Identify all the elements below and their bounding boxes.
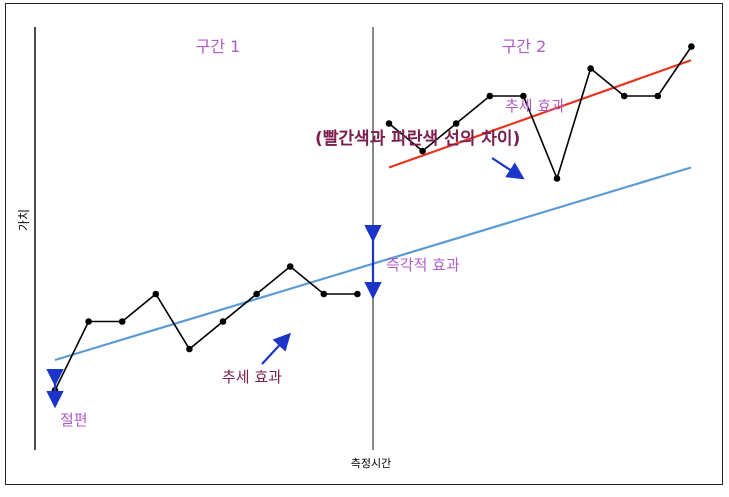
data-point [354, 290, 361, 298]
data-point [654, 92, 662, 100]
data-point [286, 263, 294, 270]
trend-difference-label: (빨간색과 파란색 선의 차이) [315, 129, 520, 149]
figure-frame [5, 3, 723, 485]
segment-1-label: 구간 1 [196, 37, 241, 56]
immediate-effect-label: 즉각적 효과 [386, 256, 460, 274]
trend-effect-1-arrow [261, 332, 291, 365]
data-point [520, 92, 527, 100]
intercept-label: 절편 [60, 411, 88, 429]
data-point [385, 120, 393, 127]
data-point [219, 318, 227, 325]
data-points [51, 43, 695, 394]
data-point [419, 147, 426, 155]
trend-effect-2-label: 추세 효과 [505, 97, 565, 115]
data-point [587, 65, 594, 72]
post-trend-line [388, 59, 692, 169]
trend-effect-1-label: 추세 효과 [222, 368, 282, 386]
trend-difference-arrow [491, 157, 525, 180]
data-point [253, 290, 260, 298]
data-point [452, 120, 460, 127]
series-segment-2-line [388, 46, 693, 181]
data-point [85, 318, 92, 325]
data-point [152, 290, 160, 298]
x-axis-label: 측정시간 [351, 457, 391, 470]
segment-2-label: 구간 2 [502, 37, 547, 56]
data-point [620, 92, 628, 100]
data-point [118, 318, 126, 325]
data-point [320, 290, 328, 298]
data-point [553, 175, 561, 182]
data-point [688, 43, 695, 50]
y-axis-label: 가치 [17, 209, 31, 231]
data-point [186, 345, 193, 353]
series-segment-1-line [54, 265, 358, 391]
data-point [486, 92, 494, 100]
